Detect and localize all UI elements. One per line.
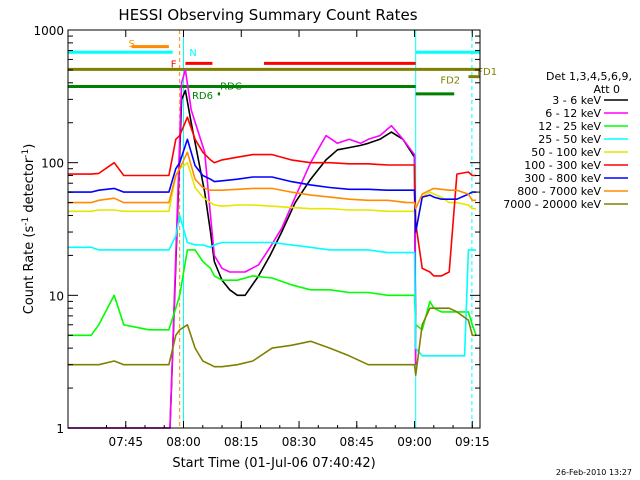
flag-label-n: N xyxy=(189,48,196,59)
legend-label-7000-20000-kev: 7000 - 20000 keV xyxy=(503,198,601,211)
series-line-50-100-kev xyxy=(68,161,477,233)
x-tick-label-08-45: 08:45 xyxy=(339,435,374,449)
chart-title: HESSI Observing Summary Count Rates xyxy=(118,6,417,24)
x-tick-label-09-00: 09:00 xyxy=(397,435,432,449)
y-tick-label-1: 1 xyxy=(56,422,64,436)
axis-ticks: 07:45 08:00 08:15 08:30 08:45 09:00 09:15 1 10 10… xyxy=(33,24,489,449)
x-tick-label-09-15: 09:15 xyxy=(455,435,490,449)
series-line-300-800-kev xyxy=(68,138,477,233)
y-tick-label-100: 100 xyxy=(41,157,64,171)
flag-label-rdc: RDC xyxy=(220,82,242,93)
x-tick-label-07-45: 07:45 xyxy=(108,435,143,449)
x-tick-label-08-15: 08:15 xyxy=(224,435,259,449)
legend-label-25-50-kev: 25 - 50 keV xyxy=(538,133,601,146)
flag-label-fd2: FD2 xyxy=(440,75,460,86)
flag-label-rd6: RD6 xyxy=(192,91,213,102)
flag-label-f: F xyxy=(171,59,177,70)
legend-label-50-100-kev: 50 - 100 keV xyxy=(531,146,601,159)
series-line-25-50-kev xyxy=(68,214,477,357)
flag-label-fd1: FD1 xyxy=(477,67,497,78)
legend-label-3-6-kev: 3 - 6 keV xyxy=(552,94,601,107)
y-axis-label: Count Rate (s-1 detector-1) xyxy=(21,144,37,315)
legend-label-6-12-kev: 6 - 12 keV xyxy=(545,107,601,120)
footer-date: 26-Feb-2010 13:27 xyxy=(556,468,632,477)
series-line-800-7000-kev xyxy=(68,151,477,210)
legend-label-300-800-kev: 300 - 800 keV xyxy=(524,172,601,185)
x-axis-label: Start Time (01-Jul-06 07:40:42) xyxy=(172,456,375,471)
x-tick-label-08-00: 08:00 xyxy=(166,435,201,449)
series-lines xyxy=(68,69,477,429)
legend-label-12-25-kev: 12 - 25 keV xyxy=(538,120,601,133)
state-flags: S N F FD1 FD2 RDC RD6 xyxy=(68,39,497,102)
plot-area: S N F FD1 FD2 RDC RD6 07:45 08:00 08:15 08:30 08:4… xyxy=(33,24,497,449)
x-tick-label-08-30: 08:30 xyxy=(282,435,317,449)
series-line-7000-20000-kev xyxy=(68,307,477,377)
y-tick-label-1000: 1000 xyxy=(33,24,64,38)
legend-label-800-7000-kev: 800 - 7000 keV xyxy=(517,185,601,198)
legend-header-line-2: Att 0 xyxy=(594,83,620,96)
legend-label-100-300-kev: 100 - 300 keV xyxy=(524,159,601,172)
series-line-100-300-kev xyxy=(68,116,477,277)
plot-frame xyxy=(67,29,481,429)
series-line-3-6-kev xyxy=(68,89,417,429)
y-tick-label-10: 10 xyxy=(49,289,64,303)
series-line-6-12-kev xyxy=(68,69,417,429)
legend-header-line-1: Det 1,3,4,5,6,9, xyxy=(546,70,632,83)
flag-label-s: S xyxy=(128,39,134,50)
